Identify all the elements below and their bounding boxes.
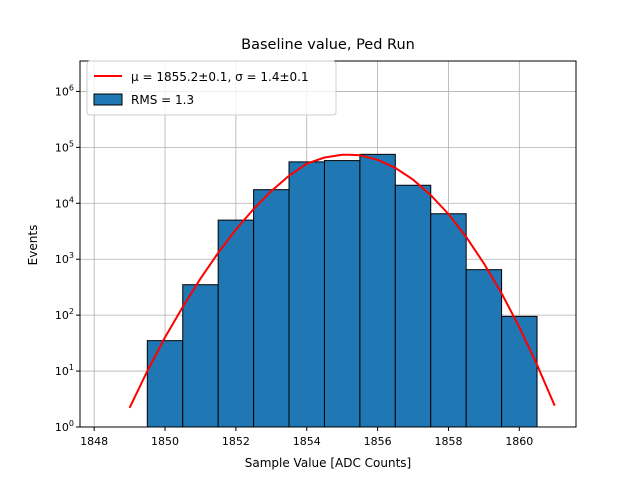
x-tick-label: 1854 (293, 435, 321, 448)
x-axis-label: Sample Value [ADC Counts] (245, 456, 411, 470)
histogram-bar (323, 160, 361, 428)
x-tick-label: 1860 (505, 435, 533, 448)
histogram-bar (501, 315, 538, 428)
histogram-bar (394, 184, 432, 428)
y-tick-label: 106 (55, 83, 74, 98)
y-tick-label: 105 (55, 139, 74, 154)
histogram-bar (146, 340, 184, 428)
histogram-bar (217, 219, 255, 428)
legend-box (86, 60, 337, 116)
chart-title: Baseline value, Ped Run (241, 37, 415, 53)
x-axis-ticks: 1848 1850 1852 1854 1856 1858 1860 (80, 427, 533, 448)
histogram-bar (430, 213, 467, 428)
fit-curve (128, 153, 556, 409)
histogram-bars (146, 153, 538, 428)
histogram-bar (288, 161, 325, 428)
y-tick-label: 100 (55, 419, 74, 434)
x-tick-label: 1850 (151, 435, 179, 448)
x-tick-label: 1848 (80, 435, 108, 448)
legend-histogram-label: RMS = 1.3 (131, 93, 194, 107)
y-tick-label: 102 (55, 307, 74, 322)
y-tick-label: 104 (55, 195, 74, 210)
x-tick-label: 1852 (222, 435, 250, 448)
histogram-bar (359, 153, 396, 428)
y-axis-label: Events (26, 225, 40, 266)
y-axis-ticks: 100 101 102 103 104 105 106 (55, 83, 80, 434)
x-tick-label: 1856 (364, 435, 392, 448)
histogram-bar (182, 284, 219, 428)
x-tick-label: 1858 (434, 435, 462, 448)
y-tick-label: 101 (55, 363, 74, 378)
legend-histogram-swatch (93, 93, 123, 106)
legend: μ = 1855.2±0.1, σ = 1.4±0.1 RMS = 1.3 (86, 60, 337, 116)
y-tick-label: 103 (55, 251, 74, 266)
legend-fit-label: μ = 1855.2±0.1, σ = 1.4±0.1 (131, 70, 309, 84)
histogram-bar (465, 269, 503, 428)
histogram-bar (253, 189, 290, 428)
